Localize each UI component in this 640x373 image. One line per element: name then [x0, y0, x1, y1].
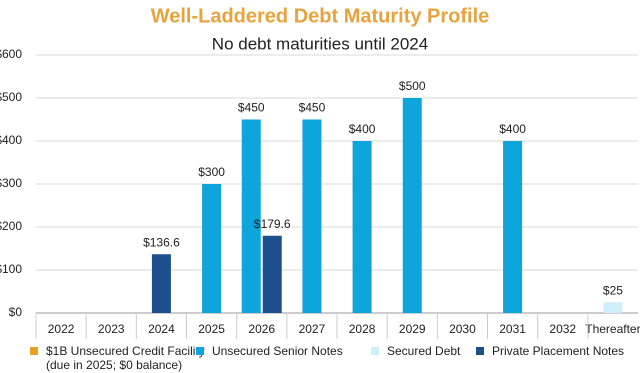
legend-label: Unsecured Senior Notes [212, 344, 343, 358]
bar [402, 98, 422, 313]
x-tick-label: 2024 [148, 322, 175, 336]
legend-swatch [371, 347, 379, 355]
bar [241, 119, 261, 313]
bar [302, 119, 322, 313]
chart-subtitle: No debt maturities until 2024 [212, 34, 428, 53]
value-label: $136.6 [143, 235, 180, 249]
value-label: $400 [499, 122, 526, 136]
x-tick-label: 2029 [399, 322, 426, 336]
x-tick-label: Thereafter [585, 322, 640, 336]
x-tick-label: 2032 [549, 322, 576, 336]
legend-swatch [30, 347, 38, 355]
y-tick-label: $300 [0, 176, 22, 190]
bar [151, 254, 171, 313]
value-label: $500 [399, 79, 426, 93]
legend-note: (due in 2025; $0 balance) [46, 358, 182, 372]
x-tick-label: 2026 [248, 322, 275, 336]
y-tick-label: $100 [0, 262, 22, 276]
y-tick-label: $0 [9, 305, 23, 319]
x-tick-label: 2023 [98, 322, 125, 336]
x-tick-label: 2031 [499, 322, 526, 336]
bar [202, 184, 222, 313]
chart-title: Well-Laddered Debt Maturity Profile [151, 5, 490, 27]
value-label: $450 [299, 101, 326, 115]
legend-label: $1B Unsecured Credit Facility [46, 344, 205, 358]
y-tick-label: $400 [0, 133, 22, 147]
legend-label: Secured Debt [387, 344, 461, 358]
value-label: $300 [198, 165, 225, 179]
x-tick-label: 2022 [48, 322, 75, 336]
x-tick-label: 2027 [299, 322, 326, 336]
value-label: $25 [603, 283, 623, 297]
x-tick-label: 2025 [198, 322, 225, 336]
value-label: $450 [238, 101, 265, 115]
bar [503, 141, 523, 313]
y-tick-label: $500 [0, 90, 22, 104]
y-tick-label: $200 [0, 219, 22, 233]
x-tick-label: 2030 [449, 322, 476, 336]
bar [262, 235, 282, 313]
x-tick-label: 2028 [349, 322, 376, 336]
bar [352, 141, 372, 313]
y-tick-label: $600 [0, 47, 22, 61]
legend-swatch [476, 347, 484, 355]
legend-label: Private Placement Notes [492, 344, 624, 358]
legend-swatch [196, 347, 204, 355]
bar [603, 302, 623, 313]
value-label: $400 [349, 122, 376, 136]
value-label: $179.6 [254, 217, 291, 231]
